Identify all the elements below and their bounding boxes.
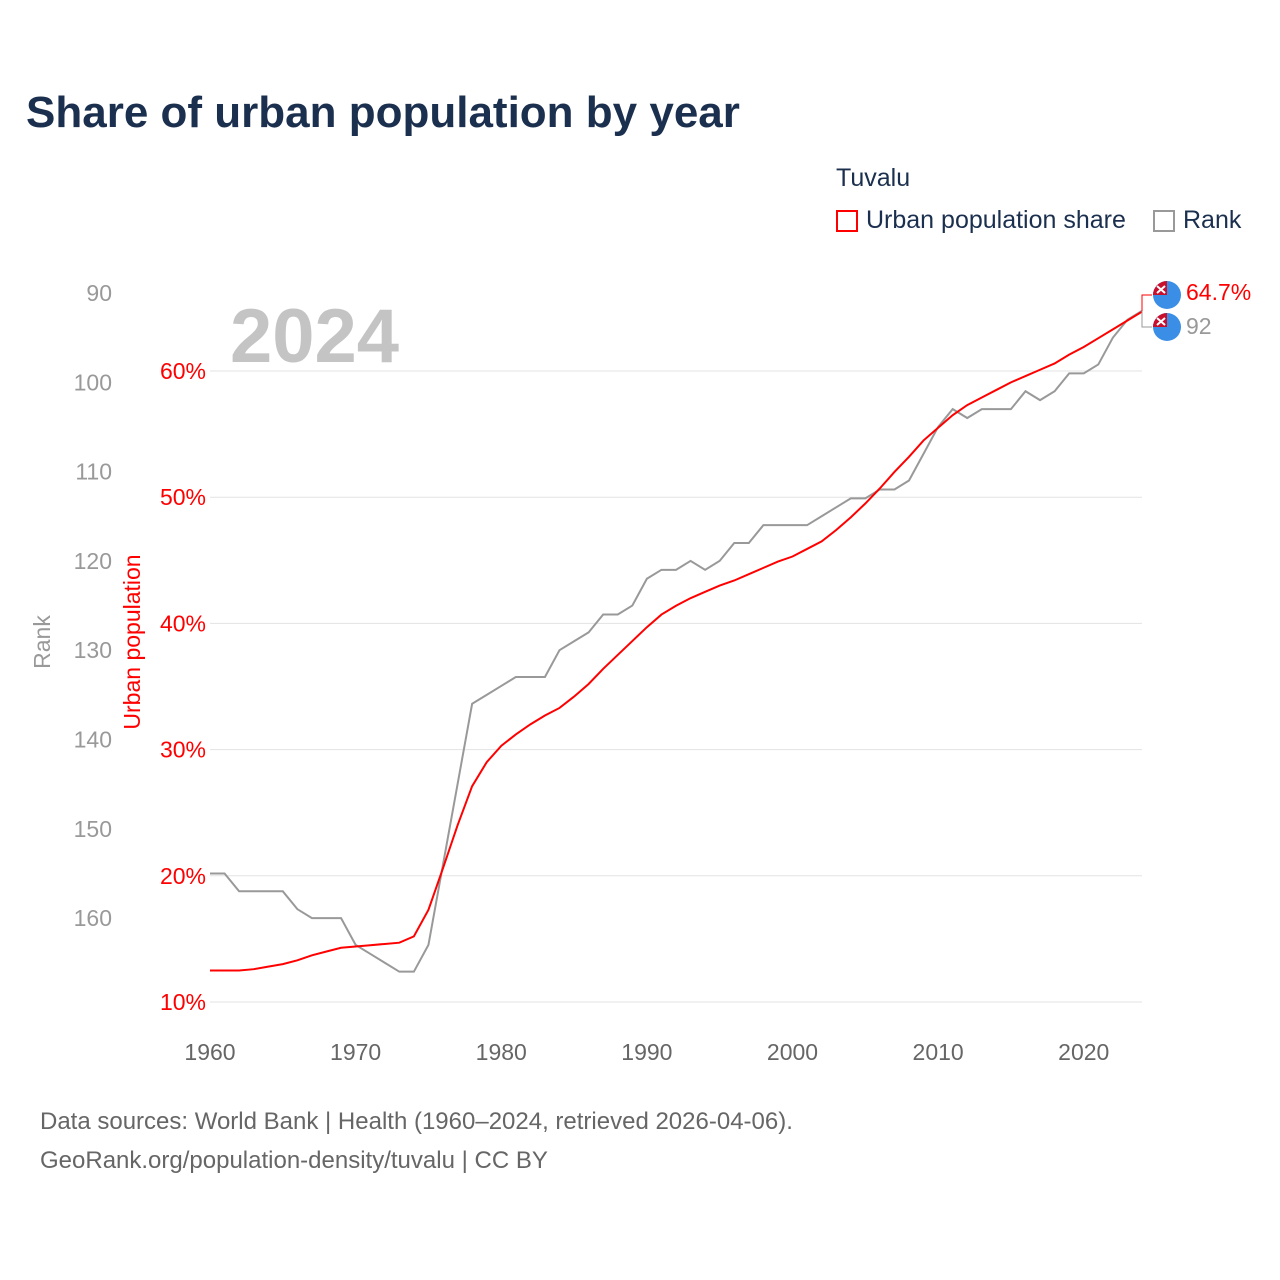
urban-end-label: 64.7% bbox=[1186, 279, 1251, 305]
urban-end-connector bbox=[1141, 294, 1152, 312]
y-tick-label: 50% bbox=[160, 484, 206, 510]
chart-title: Share of urban population by year bbox=[26, 88, 740, 137]
x-tick-label: 1980 bbox=[476, 1039, 527, 1065]
rank-line bbox=[210, 310, 1143, 973]
y2-tick-label: 140 bbox=[74, 727, 112, 753]
rank-end-label: 92 bbox=[1186, 313, 1212, 339]
rank-end-connector bbox=[1141, 310, 1152, 328]
y-axis-label: Urban population bbox=[119, 554, 145, 729]
y-tick-label: 40% bbox=[160, 610, 206, 636]
legend-swatch-urban bbox=[836, 209, 858, 232]
y2-tick-label: 150 bbox=[74, 816, 112, 842]
legend-label-rank: Rank bbox=[1183, 206, 1242, 234]
legend-country: Tuvalu bbox=[836, 164, 911, 192]
footer-source: Data sources: World Bank | Health (1960–… bbox=[40, 1108, 793, 1135]
y2-tick-label: 100 bbox=[74, 369, 112, 395]
x-tick-label: 2020 bbox=[1058, 1039, 1109, 1065]
flag-icon-urban-cross bbox=[1156, 285, 1166, 294]
y-tick-label: 20% bbox=[160, 863, 206, 889]
y-tick-label: 60% bbox=[160, 358, 206, 384]
legend-swatch-rank bbox=[1153, 209, 1175, 232]
y2-tick-label: 90 bbox=[86, 280, 112, 306]
y-tick-label: 10% bbox=[160, 989, 206, 1015]
x-tick-label: 2000 bbox=[767, 1039, 818, 1065]
y-tick-label: 30% bbox=[160, 737, 206, 763]
x-tick-label: 1960 bbox=[184, 1039, 235, 1065]
legend-item-rank[interactable]: Rank bbox=[1153, 206, 1241, 235]
year-watermark: 2024 bbox=[230, 294, 399, 379]
y2-tick-label: 120 bbox=[74, 548, 112, 574]
legend-item-urban[interactable]: Urban population share bbox=[836, 206, 1126, 235]
x-tick-label: 2010 bbox=[913, 1039, 964, 1065]
footer-url[interactable]: GeoRank.org/population-density/tuvalu | … bbox=[40, 1147, 548, 1174]
urban-share-line bbox=[210, 310, 1143, 972]
x-tick-label: 1970 bbox=[330, 1039, 381, 1065]
y2-tick-label: 160 bbox=[74, 905, 112, 931]
y2-axis-label: Rank bbox=[29, 615, 55, 669]
y2-tick-label: 110 bbox=[75, 459, 112, 485]
legend-label-urban: Urban population share bbox=[866, 206, 1126, 234]
flag-icon-rank-cross bbox=[1156, 317, 1166, 326]
y2-tick-label: 130 bbox=[74, 637, 112, 663]
x-tick-label: 1990 bbox=[621, 1039, 672, 1065]
